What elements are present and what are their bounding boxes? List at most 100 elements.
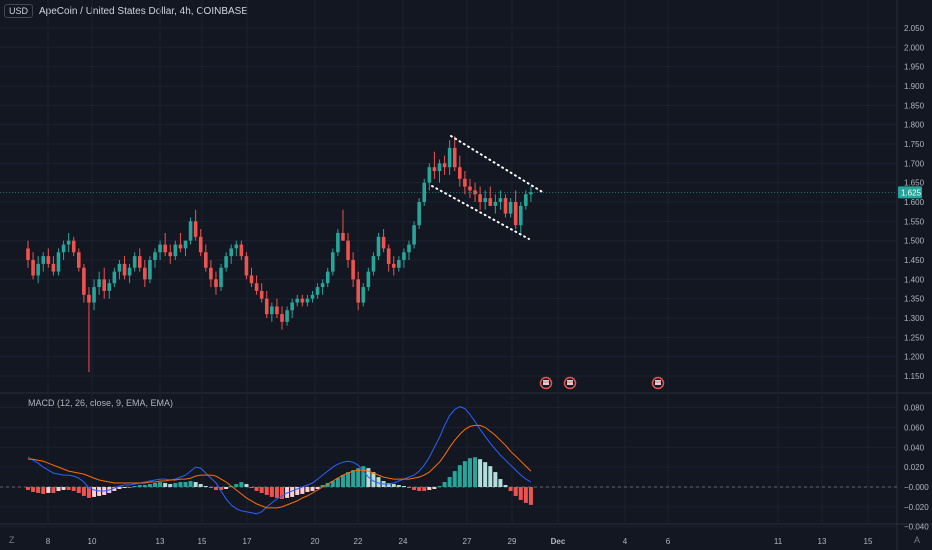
macd-histogram-bar [407, 487, 411, 488]
macd-histogram-bar [213, 487, 218, 490]
macd-histogram-bar [452, 471, 457, 487]
macd-histogram-bar [173, 483, 178, 487]
candle [188, 217, 193, 245]
macd-histogram-bar [457, 465, 462, 487]
candle [452, 136, 457, 172]
candle [341, 209, 345, 241]
candle [92, 279, 96, 311]
candle [66, 232, 71, 253]
candle-body [275, 306, 279, 315]
candle-body [310, 294, 315, 299]
candle-body [366, 271, 371, 288]
candle [295, 294, 300, 307]
candle-body [493, 202, 498, 206]
candle [366, 267, 371, 291]
macd-histogram-bar [285, 487, 290, 498]
macd-histogram-bar [158, 482, 163, 487]
candle-body [356, 279, 360, 303]
auto-scale-icon[interactable]: A [914, 535, 921, 545]
candle-body [214, 279, 218, 288]
macd-tick-label: 0.040 [904, 443, 925, 452]
candle [320, 279, 325, 295]
candle [346, 232, 350, 268]
channel-upper-line [450, 135, 545, 194]
macd-histogram-bar [508, 487, 513, 491]
candle-body [36, 263, 40, 276]
time-tick-label: 13 [818, 537, 827, 546]
macd-histogram-bar [462, 461, 467, 487]
macd-histogram-bar [137, 485, 142, 487]
candle [148, 256, 152, 284]
symbol-title: ApeCoin / United States Dollar, 4h, COIN… [39, 5, 249, 17]
candle [386, 244, 391, 272]
candle [498, 190, 503, 210]
currency-button[interactable]: USD [4, 4, 34, 18]
candle [417, 198, 421, 230]
candle [432, 151, 437, 179]
candle [102, 267, 106, 299]
candle-body [234, 244, 239, 249]
last-price-tag [898, 186, 922, 199]
candle [224, 252, 228, 272]
candle [31, 252, 35, 280]
macd-histogram-bar [467, 458, 472, 487]
candle-body [518, 205, 523, 226]
event-flag-icon [563, 376, 577, 390]
event-markers [539, 376, 665, 390]
price-tick-label: 1.600 [904, 198, 925, 207]
candle [214, 271, 218, 295]
timezone-icon[interactable]: Z [9, 535, 15, 545]
macd-histogram-bar [315, 487, 320, 489]
candle [518, 202, 523, 233]
macd-histogram-bar [193, 482, 198, 487]
candle-body [204, 252, 208, 268]
candle-body [458, 167, 462, 179]
candle-body [183, 240, 188, 249]
candle [259, 283, 264, 303]
candle-body [407, 244, 411, 253]
price-tick-label: 1.400 [904, 275, 925, 284]
macd-indicator-label[interactable]: MACD (12, 26, close, 9, EMA, EMA) [28, 398, 174, 408]
chart-header: USD ApeCoin / United States Dollar, 4h, … [4, 4, 248, 18]
macd-tick-label: 0.020 [904, 463, 925, 472]
price-tick-label: 1.300 [904, 314, 925, 323]
time-tick-label: 15 [198, 537, 207, 546]
candle-body [508, 202, 513, 214]
macd-histogram-bar [239, 482, 244, 487]
candle [97, 271, 101, 295]
candle-body [71, 240, 76, 253]
candle-body [447, 147, 452, 168]
macd-histogram-bar [188, 481, 193, 487]
candle [371, 252, 376, 276]
price-tick-label: 1.250 [904, 333, 925, 342]
macd-axis: 0.080 0.060 0.040 0.020 −0.000 −0.020 −0.040 [904, 404, 929, 532]
candle [254, 275, 259, 295]
macd-histogram-bar [274, 487, 279, 498]
candle-body [270, 306, 274, 315]
macd-histogram-bar [153, 483, 157, 487]
candle [82, 263, 86, 303]
macd-histogram-bar [386, 483, 391, 487]
candle-body [442, 163, 447, 168]
macd-histogram-bar [447, 477, 452, 487]
candle [122, 256, 127, 280]
candle-body [371, 256, 376, 272]
candle-body [209, 267, 213, 280]
macd-tick-label: 0.080 [904, 404, 925, 413]
candle-body [264, 298, 269, 315]
macd-histogram-bar [224, 487, 229, 489]
price-tick-label: 1.200 [904, 353, 925, 362]
event-flag-body [543, 380, 549, 385]
candle-body [325, 271, 330, 284]
macd-histogram-bar [432, 487, 437, 489]
candle [458, 155, 462, 187]
candle [524, 190, 528, 210]
candle [473, 182, 477, 203]
candle [153, 248, 157, 268]
candle [488, 186, 493, 206]
macd-tick-label: −0.020 [904, 503, 929, 512]
candle [127, 263, 132, 284]
candle-body [97, 279, 101, 288]
candle-body [239, 244, 244, 257]
